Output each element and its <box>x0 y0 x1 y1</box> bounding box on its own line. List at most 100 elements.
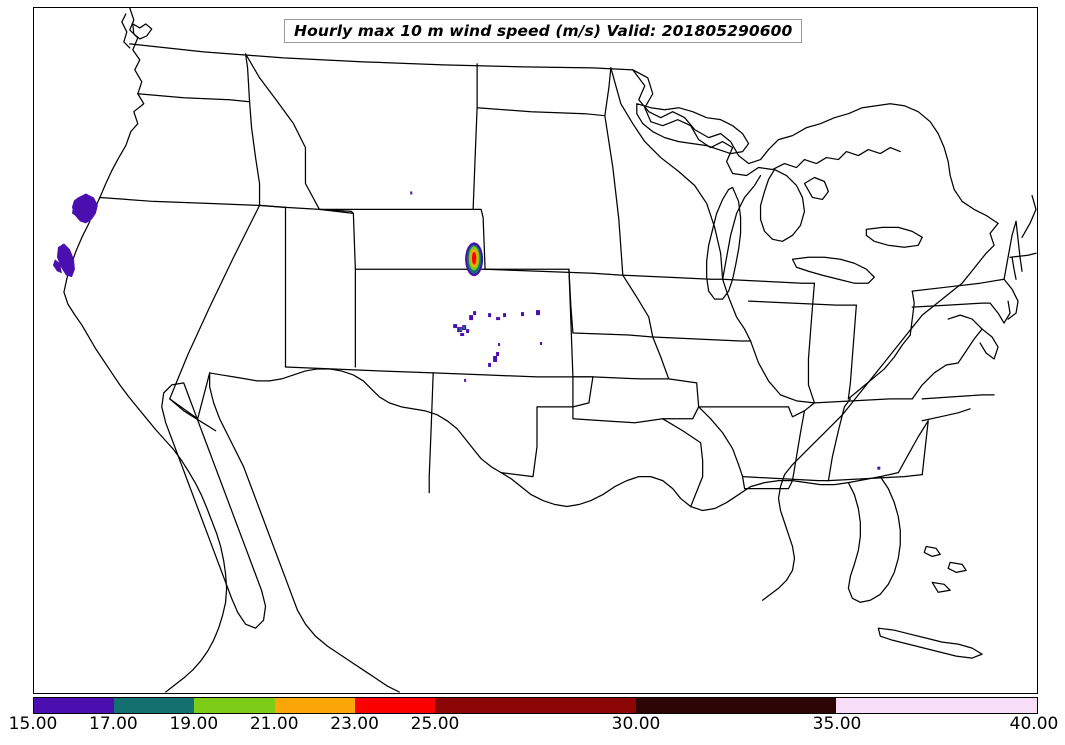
bahamas-2 <box>947 561 967 573</box>
scatter-cell <box>473 311 477 316</box>
kansas-nebraska-scatter <box>453 310 542 382</box>
ar-tn-border <box>741 476 830 482</box>
map-panel <box>33 7 1038 694</box>
ks-ok-border <box>572 376 670 380</box>
nv-ut-border <box>258 204 287 368</box>
colorbar-tick-label: 25.00 <box>410 714 460 734</box>
canada-outline <box>632 69 901 177</box>
colorbar-segment <box>114 698 195 713</box>
scatter-cell <box>521 312 525 317</box>
ky-wv-va-border <box>911 362 959 400</box>
mexico-west-coast <box>209 372 388 687</box>
or-id-border <box>248 101 261 207</box>
mexico-south-coast <box>386 685 400 693</box>
ga-fl-border <box>847 472 899 484</box>
colorbar-segment <box>435 698 636 713</box>
scatter-cell <box>496 351 500 356</box>
pa-md-wv-border <box>911 302 991 308</box>
nebraska-core-blob <box>465 242 484 277</box>
band-23-25 <box>471 251 477 265</box>
scatter-cell <box>469 315 474 321</box>
northern-border <box>129 43 634 71</box>
plot-title: Hourly max 10 m wind speed (m/s) Valid: … <box>294 22 793 40</box>
colorbar-tick-label: 35.00 <box>812 714 862 734</box>
ny-vt-nh-border <box>1003 220 1017 280</box>
nor-cal-coast-patch-lower <box>52 259 62 274</box>
wv-va-border <box>947 314 983 364</box>
pa-ny-border <box>911 278 1005 292</box>
pacific-coastline <box>63 8 228 693</box>
superior-north-shore <box>632 69 770 165</box>
colorbar-tick-label: 21.00 <box>249 714 299 734</box>
oh-pa-border <box>909 290 915 336</box>
scatter-cell <box>453 324 458 329</box>
ok-tx-border <box>572 376 664 424</box>
or-ca-nv-border <box>99 196 261 207</box>
scatter-cell <box>498 343 501 347</box>
nj-border <box>1003 278 1019 320</box>
id-mt-border <box>244 53 321 211</box>
scatter-cell <box>488 362 492 367</box>
plot-title-box: Hourly max 10 m wind speed (m/s) Valid: … <box>284 19 803 43</box>
wi-il-border <box>722 278 816 284</box>
scatter-cell <box>410 191 413 195</box>
az-nm-border <box>428 372 434 494</box>
colorbar-segment <box>635 698 837 713</box>
ar-ms-la-border <box>698 406 746 490</box>
nv-az-border <box>169 398 217 432</box>
nv-id-border <box>258 204 287 209</box>
ne-ks-border <box>568 268 654 338</box>
la-ms-border <box>743 479 794 490</box>
scatter-cell <box>466 329 470 334</box>
al-ga-border <box>827 398 851 482</box>
lake-ontario <box>865 226 923 248</box>
wi-mi-border <box>722 174 762 280</box>
misc-scatter <box>410 191 881 470</box>
colorbar-tick-label: 23.00 <box>330 714 379 734</box>
rio-grande-border <box>209 368 502 474</box>
ia-mo-border <box>652 336 752 342</box>
ca-nv-border <box>169 204 261 400</box>
colorbar-tick-label: 17.00 <box>89 714 138 734</box>
mt-nd-border <box>472 63 478 211</box>
colorbar-tick-label: 40.00 <box>1009 714 1059 734</box>
ma-ct-ri-border <box>1009 252 1037 258</box>
nor-cal-coast-patch <box>56 243 75 278</box>
scatter-cell <box>535 310 540 316</box>
colorbar-tick-labels: 15.00 17.00 19.00 21.00 23.00 25.00 30.00 35.00… <box>0 714 1065 744</box>
tn-nc-ga-border <box>827 474 923 482</box>
wa-or-border <box>137 93 251 103</box>
lake-huron <box>759 168 806 242</box>
sd-ne-border <box>484 268 624 276</box>
scatter-cell <box>539 342 542 346</box>
il-mo-ky-border <box>749 340 816 404</box>
scatter-cell <box>464 378 467 382</box>
bahamas-3 <box>931 581 951 593</box>
sd-mn-ia-border <box>604 115 624 276</box>
co-ks-ne-border <box>484 268 574 378</box>
vt-nh-border <box>1015 220 1023 272</box>
scatter-cell <box>503 313 507 318</box>
colorbar-segment <box>274 698 355 713</box>
ms-al-border <box>791 410 806 482</box>
va-md-chesapeake <box>979 328 999 360</box>
colorbar-segment <box>34 698 115 713</box>
colorbar-segment <box>836 698 1037 713</box>
kansas-nebraska-scatter-teal <box>459 326 466 332</box>
lake-michigan <box>706 186 742 300</box>
colorbar-segment <box>194 698 275 713</box>
ct-ny-border <box>1011 256 1017 280</box>
ok-ar-border <box>662 378 700 420</box>
ks-mo-border <box>652 336 670 380</box>
il-in-border <box>807 282 816 404</box>
id-wy-border <box>318 208 354 215</box>
map-geography <box>63 8 1037 693</box>
bahamas-1 <box>923 545 941 558</box>
scatter-cell <box>496 317 501 321</box>
mn-wi-border <box>610 67 724 280</box>
colorbar-tick-label: 19.00 <box>169 714 219 734</box>
wy-sd-ne-border <box>472 208 486 270</box>
scatter-cell-teal <box>459 328 463 332</box>
lake-superior <box>636 103 750 155</box>
